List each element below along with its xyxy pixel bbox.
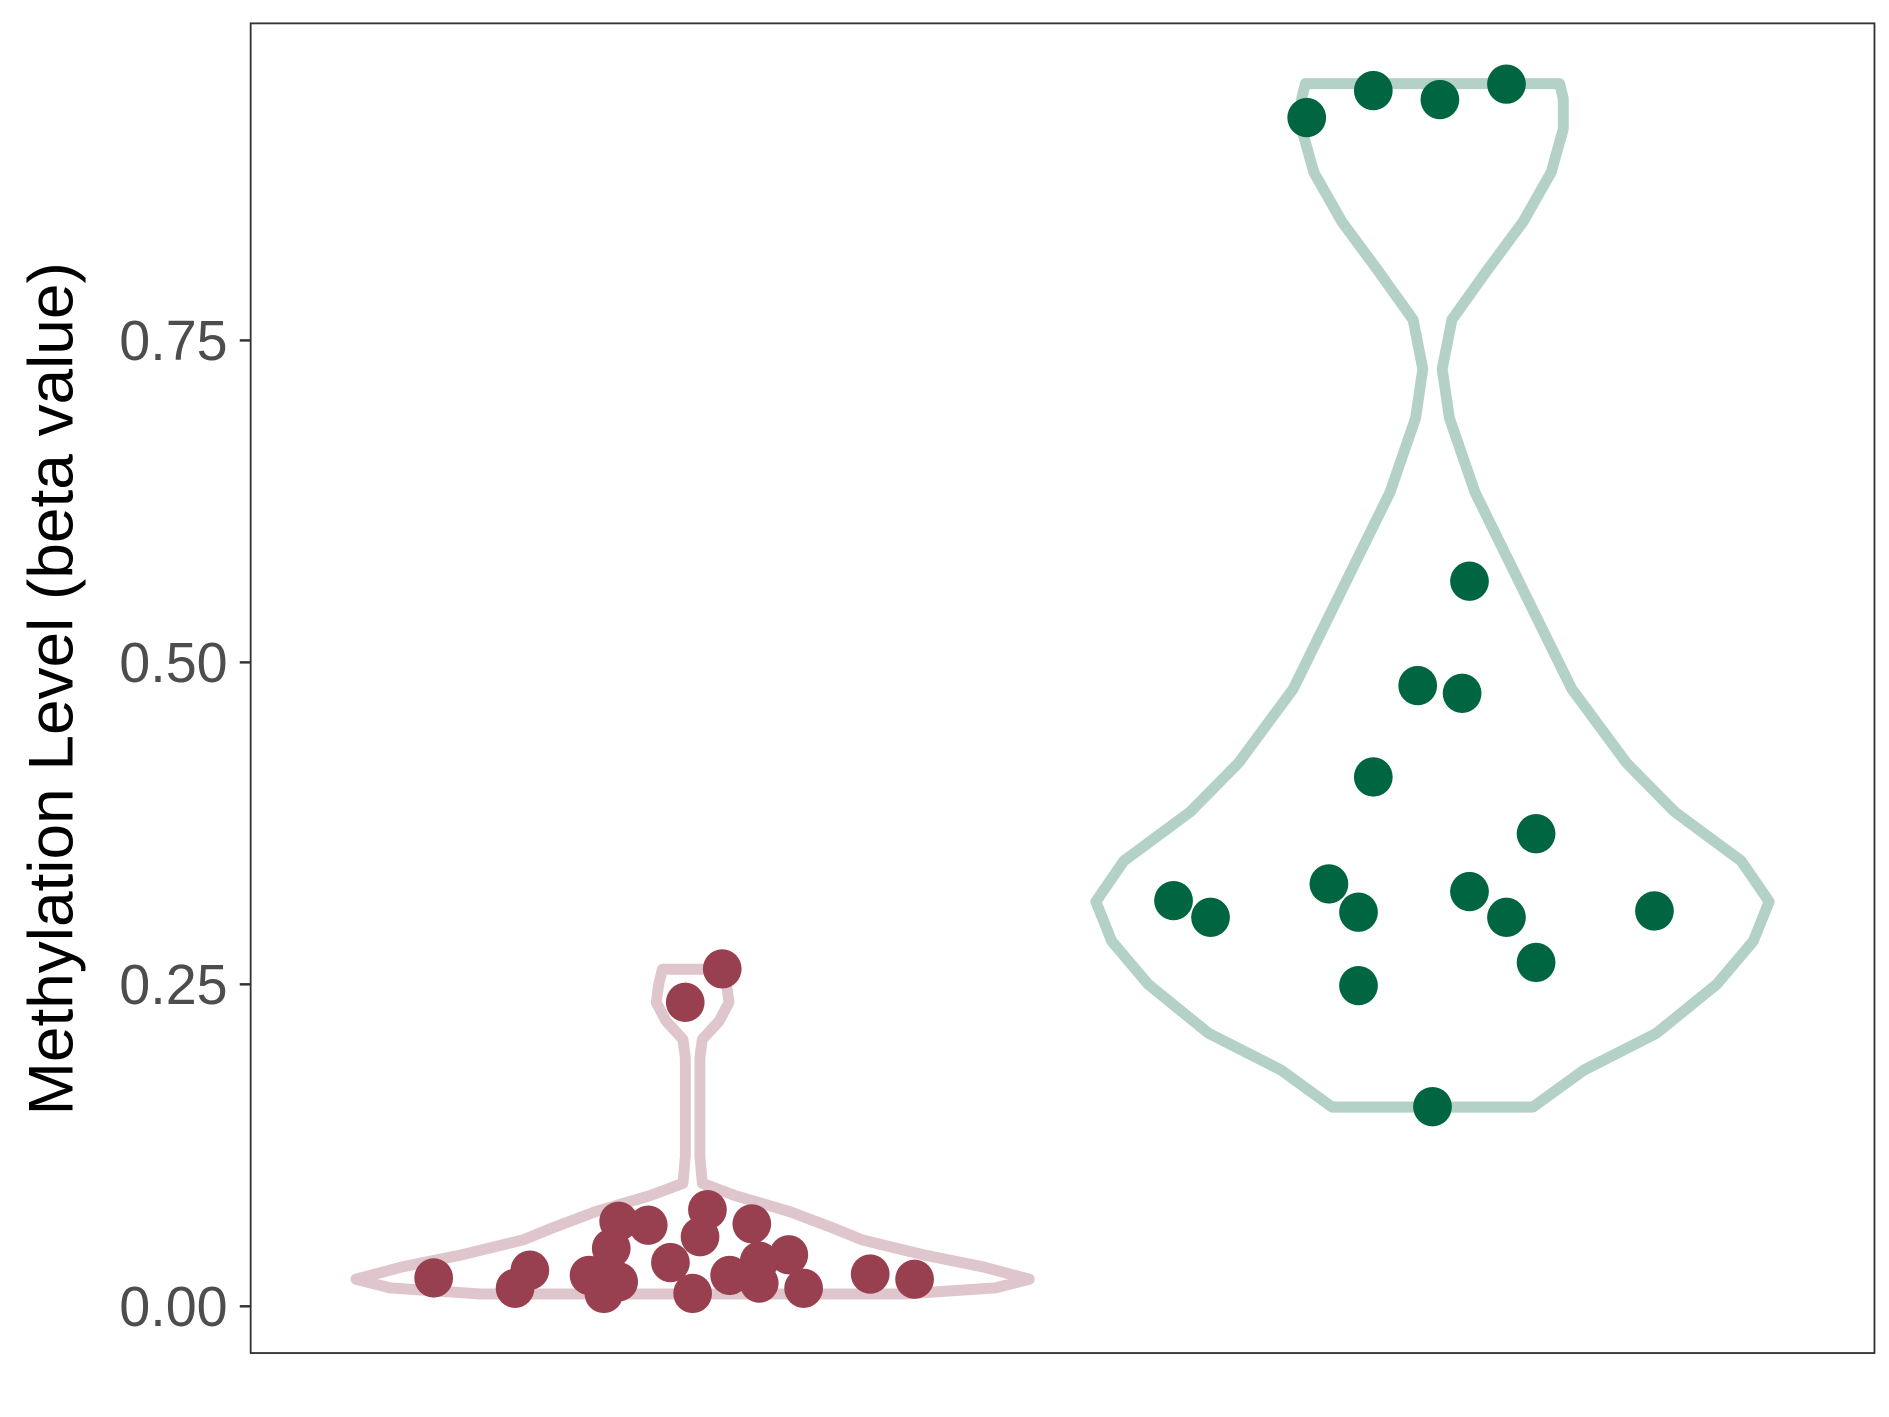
data-point-group-1 (850, 1254, 890, 1294)
data-point-group-2 (1339, 965, 1378, 1006)
data-point-group-1 (628, 1205, 668, 1245)
data-point-group-2 (1191, 897, 1230, 938)
y-tick-label: 0.75 (119, 309, 227, 372)
violins (350, 78, 1775, 1300)
data-point-group-1 (673, 1273, 713, 1314)
data-point-group-2 (1413, 1087, 1452, 1127)
y-axis-label: Methylation Level (beta value) (17, 262, 86, 1115)
data-point-group-2 (1516, 813, 1556, 854)
violin-outline-group-2 (1090, 78, 1775, 1113)
data-point-group-1 (414, 1258, 454, 1298)
data-point-group-2 (1154, 880, 1193, 921)
data-point-group-2 (1339, 892, 1378, 932)
data-point-group-2 (1450, 871, 1489, 912)
data-point-group-1 (688, 1190, 727, 1230)
data-point-group-1 (710, 1255, 750, 1296)
data-point-group-2 (1398, 665, 1438, 706)
data-point-group-2 (1487, 897, 1526, 938)
data-point-group-2 (1450, 561, 1489, 601)
data-point-group-2 (1309, 864, 1349, 904)
data-point-group-1 (739, 1263, 779, 1303)
data-point-group-1 (702, 949, 742, 989)
data-point-group-1 (599, 1262, 639, 1302)
data-point-group-1 (599, 1201, 639, 1241)
data-point-group-2 (1420, 79, 1460, 120)
data-point-group-1 (769, 1235, 809, 1275)
plot-panel-border (249, 22, 1876, 1354)
data-point-group-1 (651, 1242, 690, 1283)
data-point-group-2 (1353, 757, 1393, 797)
y-tick-label: 0.00 (119, 1275, 227, 1338)
data-point-group-2 (1487, 64, 1526, 104)
data-point-group-2 (1287, 97, 1327, 138)
data-point-group-2 (1635, 891, 1674, 931)
data-point-group-1 (665, 982, 705, 1023)
data-point-group-1 (784, 1268, 823, 1308)
data-point-group-2 (1516, 942, 1556, 983)
data-point-group-1 (510, 1250, 550, 1290)
y-tick-label: 0.50 (119, 631, 227, 694)
data-point-group-2 (1353, 70, 1393, 111)
data-point-group-1 (895, 1259, 934, 1299)
y-tick-label: 0.25 (119, 953, 227, 1016)
data-point-group-1 (732, 1204, 772, 1244)
data-points (414, 64, 1674, 1314)
data-point-group-2 (1442, 673, 1482, 713)
y-axis: 0.00 0.25 0.50 0.75 (119, 309, 251, 1338)
